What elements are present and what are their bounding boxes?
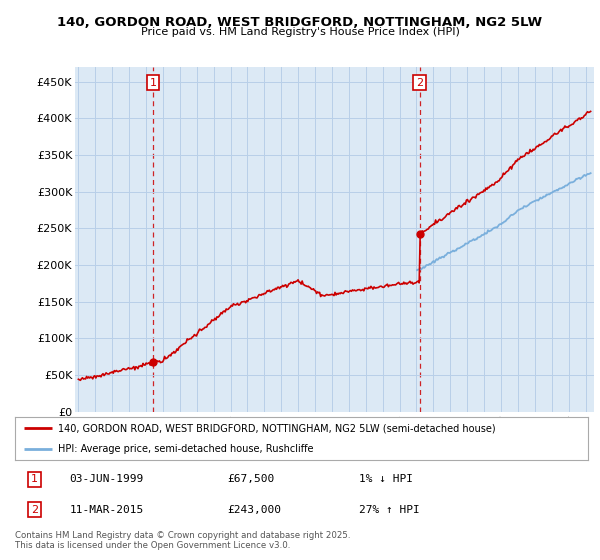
Text: £67,500: £67,500 [227,474,274,484]
Text: Price paid vs. HM Land Registry's House Price Index (HPI): Price paid vs. HM Land Registry's House … [140,27,460,37]
Text: 2: 2 [416,77,423,87]
Text: Contains HM Land Registry data © Crown copyright and database right 2025.
This d: Contains HM Land Registry data © Crown c… [15,531,350,550]
Text: 11-MAR-2015: 11-MAR-2015 [70,505,143,515]
Text: £243,000: £243,000 [227,505,281,515]
Text: 03-JUN-1999: 03-JUN-1999 [70,474,143,484]
Text: 2: 2 [31,505,38,515]
Text: 27% ↑ HPI: 27% ↑ HPI [359,505,419,515]
Text: 1: 1 [149,77,157,87]
Text: HPI: Average price, semi-detached house, Rushcliffe: HPI: Average price, semi-detached house,… [58,444,313,454]
Text: 1% ↓ HPI: 1% ↓ HPI [359,474,413,484]
Text: 140, GORDON ROAD, WEST BRIDGFORD, NOTTINGHAM, NG2 5LW: 140, GORDON ROAD, WEST BRIDGFORD, NOTTIN… [58,16,542,29]
Text: 140, GORDON ROAD, WEST BRIDGFORD, NOTTINGHAM, NG2 5LW (semi-detached house): 140, GORDON ROAD, WEST BRIDGFORD, NOTTIN… [58,423,496,433]
Text: 1: 1 [31,474,38,484]
